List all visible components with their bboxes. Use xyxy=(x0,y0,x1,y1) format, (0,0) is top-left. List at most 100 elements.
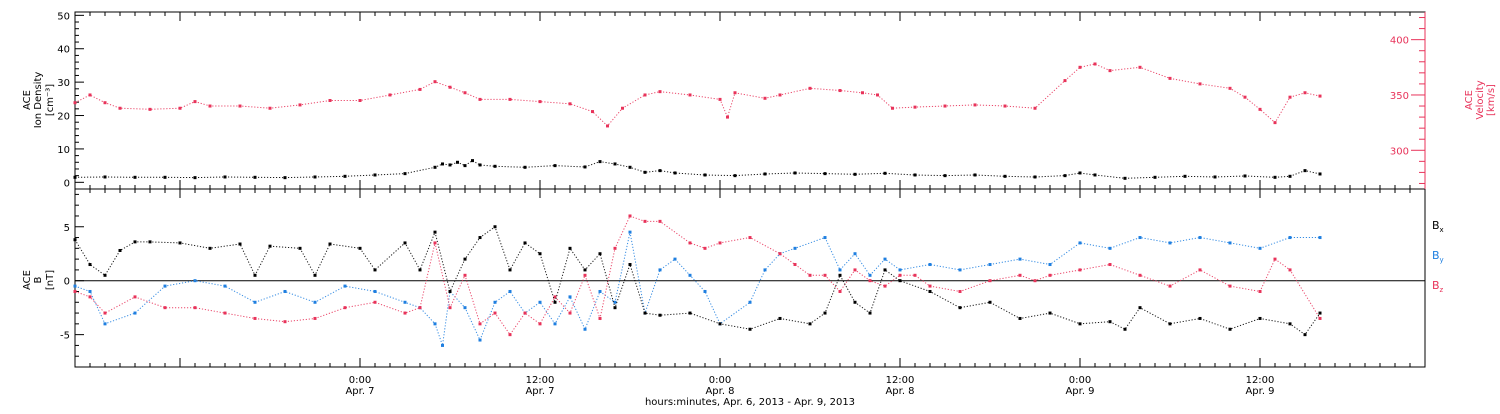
bz-series-point xyxy=(583,273,587,277)
density-series-point xyxy=(673,171,677,175)
bz-series xyxy=(73,214,1322,337)
bz-series-point xyxy=(223,311,227,315)
bz-series-point xyxy=(163,306,167,310)
data-points xyxy=(73,62,1322,347)
by-series-point xyxy=(763,268,767,272)
velocity-series-point xyxy=(658,90,662,94)
bz-series-point xyxy=(1078,268,1082,272)
density-tick-label: 0 xyxy=(64,178,70,189)
date-tick-label: Apr. 8 xyxy=(885,386,914,397)
bx-series-point xyxy=(88,263,92,267)
bx-series-point xyxy=(1198,316,1202,320)
legend-entry-bx: Bx xyxy=(1432,219,1444,234)
bx-series-point xyxy=(658,313,662,317)
bx-series-point xyxy=(1123,327,1127,331)
velocity-series-point xyxy=(538,100,542,104)
by-series-point xyxy=(193,279,197,283)
time-axis-title: hours:minutes, Apr. 6, 2013 - Apr. 9, 20… xyxy=(645,397,855,408)
by-series-point xyxy=(1288,236,1292,240)
density-series-point xyxy=(1183,174,1187,178)
density-series-point xyxy=(478,163,482,167)
bx-series-point xyxy=(523,241,527,245)
density-series-point xyxy=(643,170,647,174)
bx-series-point xyxy=(1228,327,1232,331)
bz-series-point xyxy=(1198,268,1202,272)
velocity-series-point xyxy=(448,85,452,89)
legend-entry-by: By xyxy=(1432,249,1444,264)
density-series-point xyxy=(448,163,452,167)
by-series-point xyxy=(1108,246,1112,250)
bx-series-trace xyxy=(74,226,1321,336)
by-series-point xyxy=(1318,236,1322,240)
velocity-series-point xyxy=(568,102,572,106)
density-series-point xyxy=(1153,175,1157,179)
field-tick-label: 5 xyxy=(64,223,70,234)
density-series-point xyxy=(853,172,857,176)
time-tick-label: 0:00 xyxy=(349,375,371,386)
by-series-point xyxy=(478,338,482,342)
by-series-point xyxy=(1168,241,1172,245)
density-series-point xyxy=(973,173,977,177)
time-tick-label: 12:00 xyxy=(886,375,915,386)
velocity-series xyxy=(73,62,1322,128)
density-series-point xyxy=(883,171,887,175)
velocity-series-point xyxy=(118,106,122,110)
by-series-trace xyxy=(74,232,1320,346)
bx-series-point xyxy=(598,252,602,256)
by-series-point xyxy=(538,300,542,304)
velocity-series-point xyxy=(1258,107,1262,111)
density-series-point xyxy=(1093,173,1097,177)
bx-series-point xyxy=(448,289,452,293)
bx-series-point xyxy=(103,273,107,277)
velocity-series-point xyxy=(606,124,609,128)
density-series xyxy=(73,159,1322,180)
bz-series-point xyxy=(193,306,197,310)
density-series-point xyxy=(523,165,527,169)
density-series-point xyxy=(763,172,767,176)
by-series-point xyxy=(253,300,257,304)
density-series-point xyxy=(583,165,587,169)
date-tick-label: Apr. 7 xyxy=(525,386,554,397)
density-series-point xyxy=(463,164,467,168)
density-series-point xyxy=(493,164,497,168)
field-panel-frame xyxy=(74,188,1426,368)
bz-series-point xyxy=(628,214,632,218)
density-series-point xyxy=(793,171,797,175)
legend-subscript: x xyxy=(1440,226,1444,234)
velocity-series-point xyxy=(1168,76,1172,80)
by-series xyxy=(73,230,1322,347)
bx-series-point xyxy=(358,246,362,250)
density-series-trace xyxy=(74,160,1321,179)
density-series-point xyxy=(658,169,662,173)
velocity-series-point xyxy=(478,97,482,101)
legend-entry-bz: Bz xyxy=(1432,279,1444,294)
density-series-point xyxy=(471,159,474,163)
bz-series-point xyxy=(508,333,512,337)
by-series-point xyxy=(748,300,752,304)
density-series-point xyxy=(733,174,737,178)
velocity-series-point xyxy=(891,106,894,110)
bz-series-point xyxy=(778,252,782,256)
bx-series-point xyxy=(238,242,242,246)
bx-series-point xyxy=(538,252,542,256)
velocity-series-point xyxy=(358,99,362,102)
bz-series-point xyxy=(478,322,482,326)
density-axis-label-line3: [cm⁻³] xyxy=(45,84,56,116)
by-series-point xyxy=(508,289,512,293)
by-series-point xyxy=(223,284,227,288)
bx-series-point xyxy=(1318,311,1322,315)
velocity-axis-label-line3: [km/s] xyxy=(1486,84,1497,116)
density-series-point xyxy=(1318,172,1322,176)
density-series-point xyxy=(553,164,557,168)
velocity-tick-label: 350 xyxy=(1390,91,1409,102)
velocity-series-point xyxy=(726,115,729,119)
by-series-point xyxy=(898,268,902,272)
density-tick-label: 10 xyxy=(57,145,70,156)
velocity-series-point xyxy=(591,110,594,114)
legend-subscript: z xyxy=(1440,286,1444,294)
bx-series-point xyxy=(643,311,647,315)
velocity-axis-label-line1: ACE xyxy=(1464,90,1475,110)
